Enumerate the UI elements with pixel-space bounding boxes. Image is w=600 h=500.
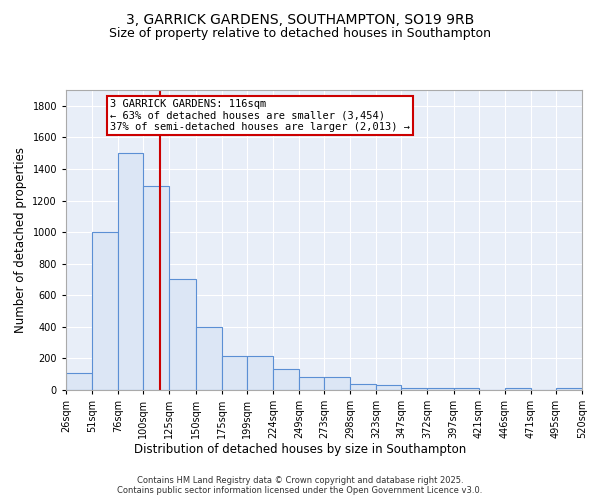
Bar [118,153,143,390]
Bar [299,378,324,390]
Bar [505,388,531,390]
Bar [350,384,376,390]
Bar [143,186,169,390]
Bar [247,356,273,390]
Text: 3 GARRICK GARDENS: 116sqm
← 63% of detached houses are smaller (3,454)
37% of se: 3 GARRICK GARDENS: 116sqm ← 63% of detac… [110,99,410,132]
Bar [324,378,350,390]
Bar [454,388,479,390]
Bar [196,327,221,390]
Bar [427,388,454,390]
Text: Contains HM Land Registry data © Crown copyright and database right 2025.
Contai: Contains HM Land Registry data © Crown c… [118,476,482,495]
Text: Distribution of detached houses by size in Southampton: Distribution of detached houses by size … [134,442,466,456]
Text: 3, GARRICK GARDENS, SOUTHAMPTON, SO19 9RB: 3, GARRICK GARDENS, SOUTHAMPTON, SO19 9R… [126,12,474,26]
Bar [66,372,92,390]
Bar [92,232,118,390]
Bar [401,388,427,390]
Bar [169,280,196,390]
Bar [273,368,299,390]
Bar [221,356,247,390]
Text: Size of property relative to detached houses in Southampton: Size of property relative to detached ho… [109,28,491,40]
Bar [556,388,582,390]
Bar [376,386,401,390]
Y-axis label: Number of detached properties: Number of detached properties [14,147,27,333]
